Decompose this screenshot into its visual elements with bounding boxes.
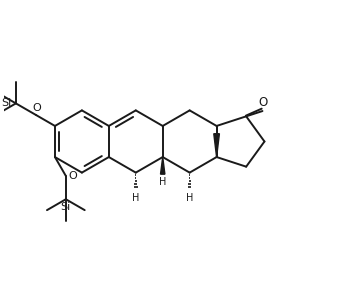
Polygon shape	[161, 157, 165, 174]
Text: Si: Si	[61, 202, 71, 212]
Text: O: O	[68, 171, 77, 181]
Text: H: H	[132, 193, 139, 203]
Text: H: H	[159, 177, 167, 187]
Text: O: O	[32, 102, 41, 113]
Polygon shape	[214, 134, 219, 157]
Text: Si: Si	[1, 98, 11, 108]
Text: O: O	[259, 96, 268, 109]
Text: H: H	[186, 193, 193, 203]
